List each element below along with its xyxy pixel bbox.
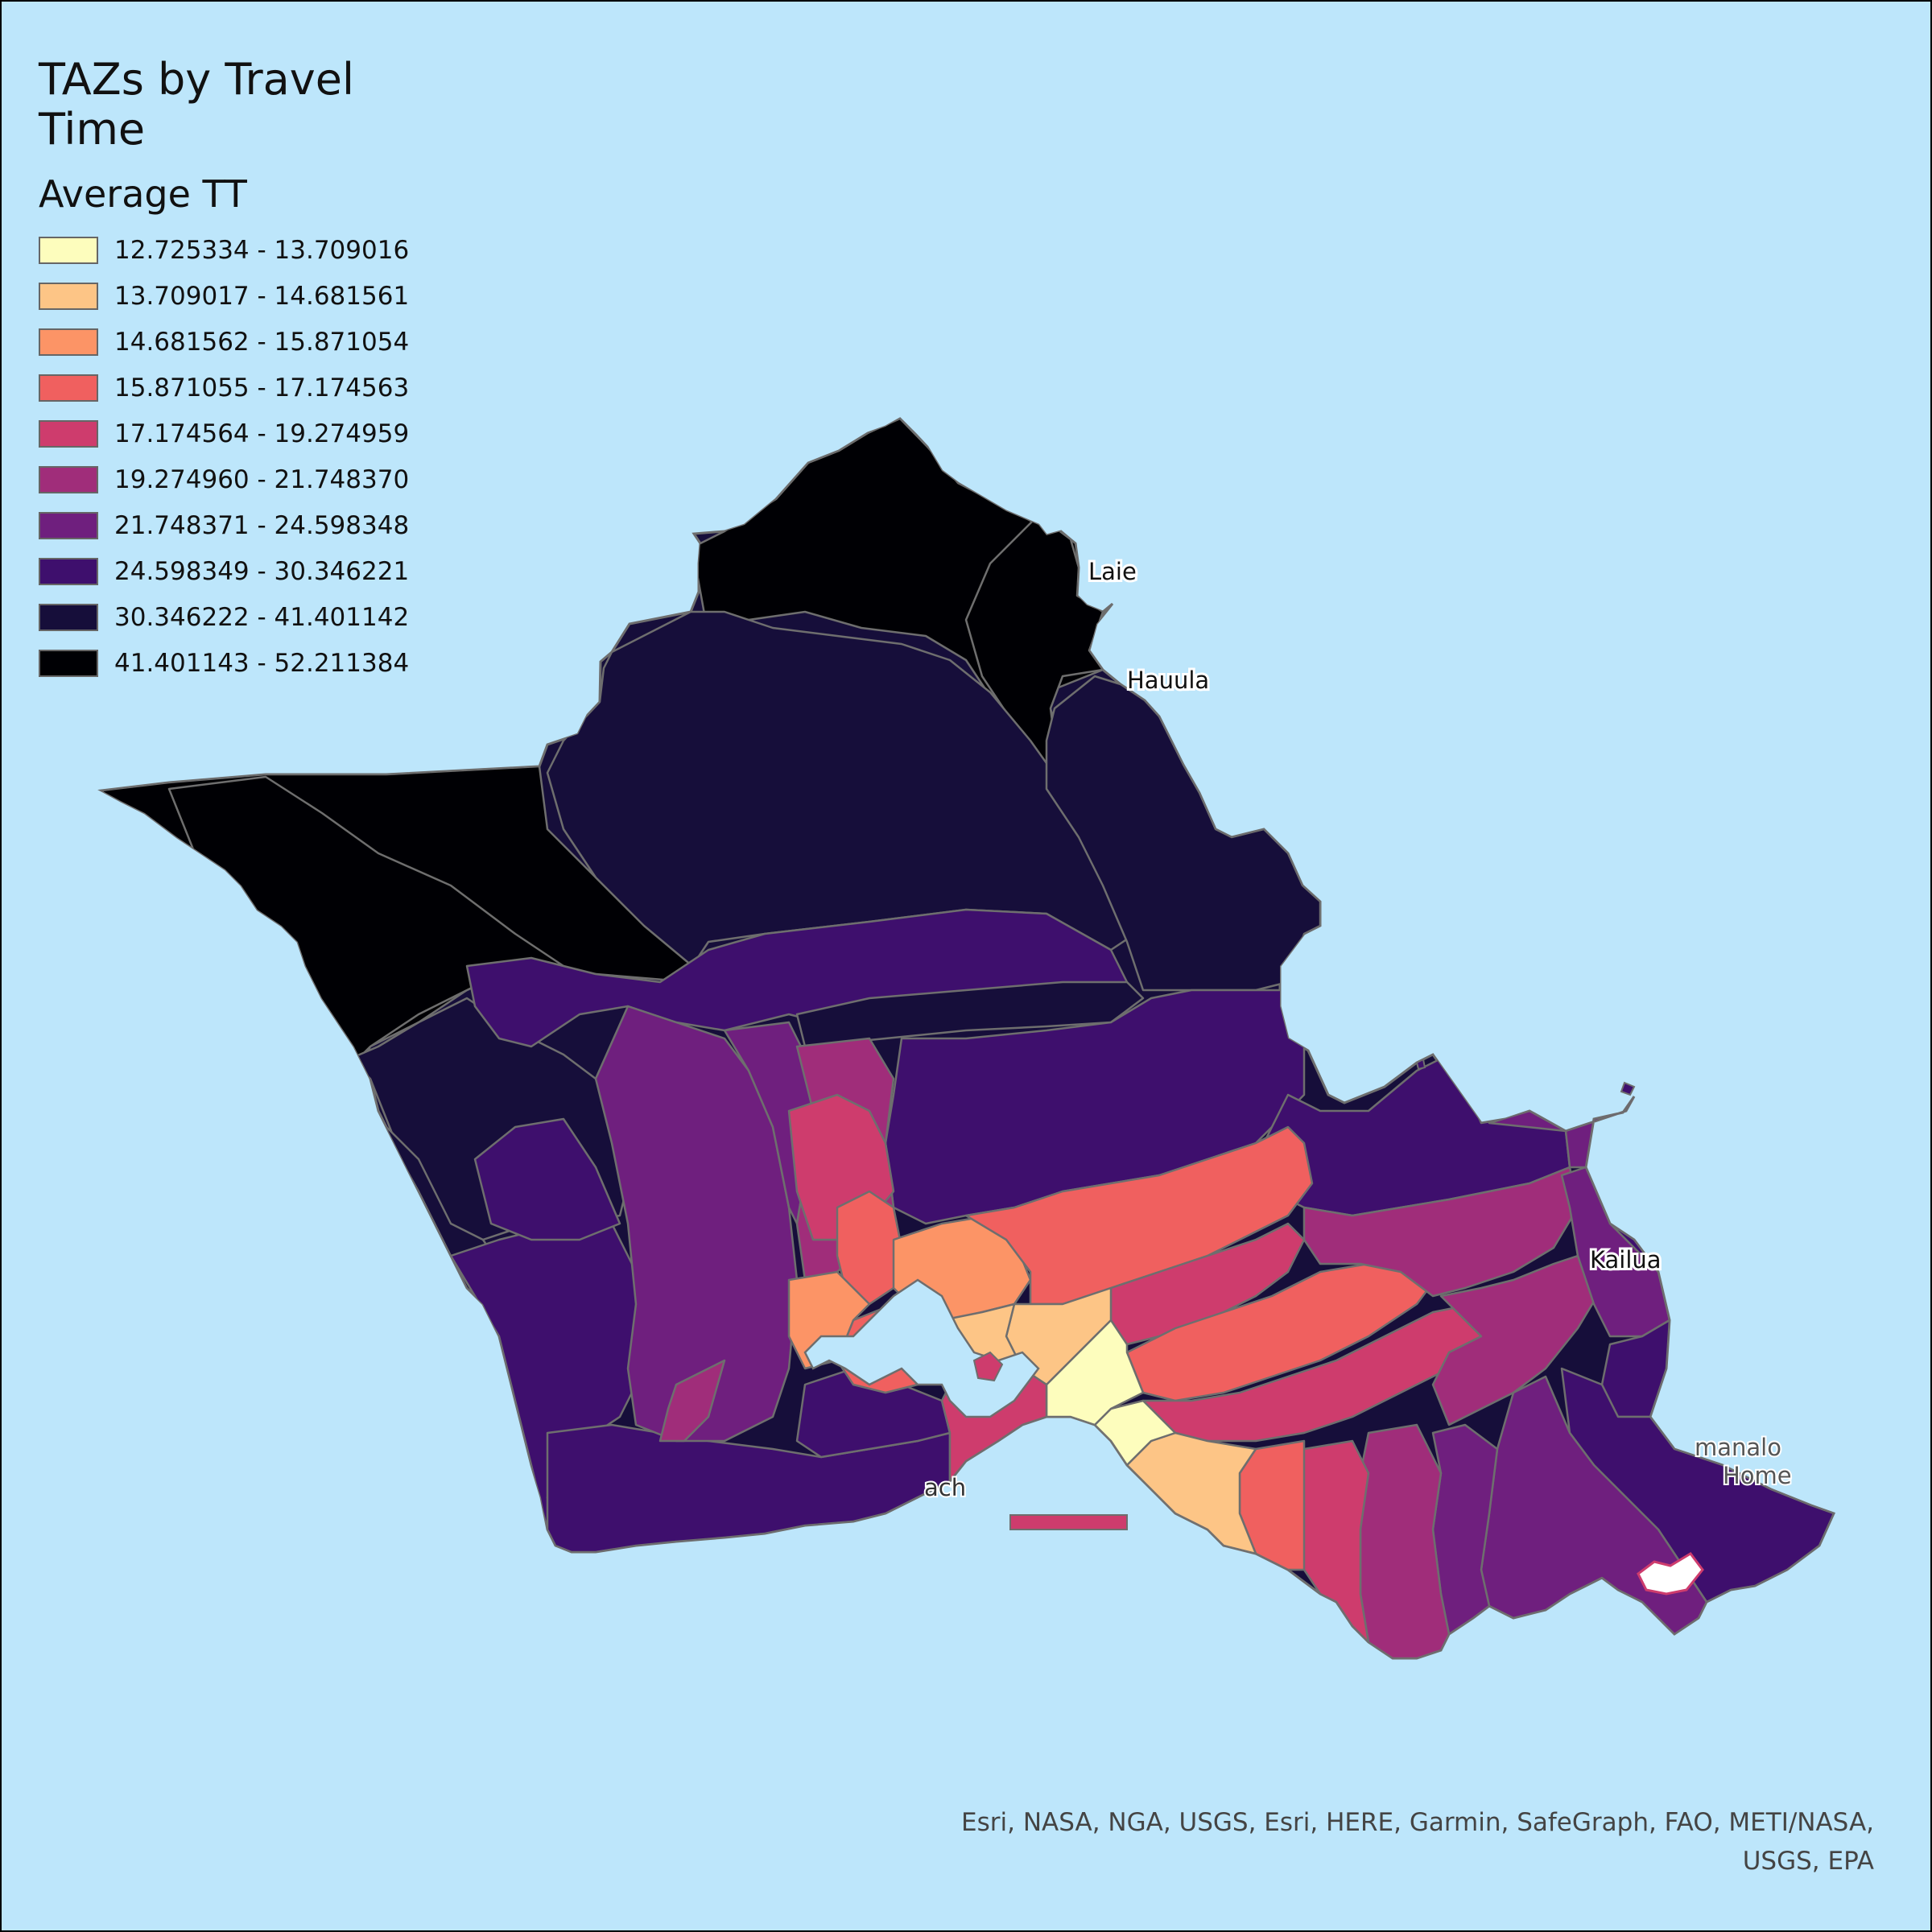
taz-kunia-south[interactable] (658, 1359, 726, 1443)
legend-item: 19.274960 - 21.748370 (39, 456, 409, 502)
place-label-waimanalo-home: Home (1723, 1462, 1792, 1489)
legend-item: 30.346222 - 41.401142 (39, 594, 409, 640)
legend-swatch (39, 282, 98, 310)
mokapu-islet (1620, 1081, 1636, 1096)
legend-item-label: 21.748371 - 24.598348 (114, 510, 410, 540)
legend-item: 41.401143 - 52.211384 (39, 640, 409, 686)
legend-swatch (39, 328, 98, 356)
legend-item: 24.598349 - 30.346221 (39, 548, 409, 594)
legend-list: 12.725334 - 13.709016 13.709017 - 14.681… (39, 227, 409, 686)
legend-item-label: 24.598349 - 30.346221 (114, 556, 410, 586)
legend-swatch (39, 511, 98, 539)
legend-item-label: 12.725334 - 13.709016 (114, 235, 410, 265)
taz-kahana[interactable] (1045, 675, 1322, 992)
legend-field-name: Average TT (39, 172, 247, 216)
place-label-kailua: Kailua (1590, 1246, 1662, 1274)
legend-item-label: 30.346222 - 41.401142 (114, 602, 410, 632)
place-label-waimanalo: manalo (1695, 1434, 1781, 1461)
taz-helemano[interactable] (795, 980, 1145, 1048)
map-title: TAZs by Travel Time (39, 54, 354, 155)
legend-swatch (39, 649, 98, 677)
legend-item-label: 13.709017 - 14.681561 (114, 281, 410, 311)
legend-swatch (39, 419, 98, 448)
legend-item: 13.709017 - 14.681561 (39, 273, 409, 319)
legend-item-label: 41.401143 - 52.211384 (114, 648, 410, 678)
taz-laie-ridge[interactable] (964, 514, 1104, 774)
legend-swatch (39, 603, 98, 631)
legend-item: 15.871055 - 17.174563 (39, 365, 409, 411)
reef-runway[interactable] (1009, 1514, 1128, 1530)
pearl-harbor-water (803, 1278, 1040, 1418)
ford-island (972, 1351, 1004, 1382)
legend-swatch (39, 374, 98, 402)
taz-palolo[interactable] (1431, 1254, 1604, 1426)
koko-marina-inlet (1637, 1552, 1704, 1596)
place-label-beach: ach (924, 1474, 966, 1501)
taz-urban-core[interactable] (1125, 1431, 1257, 1555)
taz-makaha[interactable] (473, 1117, 621, 1241)
legend-item-label: 15.871055 - 17.174563 (114, 373, 410, 402)
legend-item-label: 17.174564 - 19.274959 (114, 419, 410, 448)
taz-waikiki-east[interactable] (1294, 1439, 1370, 1644)
chinamans-hat (1415, 1058, 1426, 1071)
map-attribution: Esri, NASA, NGA, USGS, Esri, HERE, Garmi… (961, 1808, 1874, 1876)
legend-item: 21.748371 - 24.598348 (39, 502, 409, 548)
legend-item-label: 14.681562 - 15.871054 (114, 327, 410, 357)
place-label-hauula: Hauula (1127, 667, 1209, 694)
legend-swatch (39, 236, 98, 264)
legend: TAZs by Travel Time Average TT 12.725334… (39, 55, 409, 686)
taz-nanakuli[interactable] (546, 1423, 952, 1554)
legend-item-label: 19.274960 - 21.748370 (114, 464, 410, 494)
taz-nuuanu[interactable] (1302, 1166, 1579, 1298)
legend-item: 12.725334 - 13.709016 (39, 227, 409, 273)
legend-swatch (39, 465, 98, 493)
taz-kailua-central[interactable] (1488, 1095, 1636, 1169)
legend-item: 14.681562 - 15.871054 (39, 319, 409, 365)
legend-item: 17.174564 - 19.274959 (39, 411, 409, 456)
place-label-laie: Laie (1088, 558, 1137, 585)
legend-swatch (39, 557, 98, 585)
